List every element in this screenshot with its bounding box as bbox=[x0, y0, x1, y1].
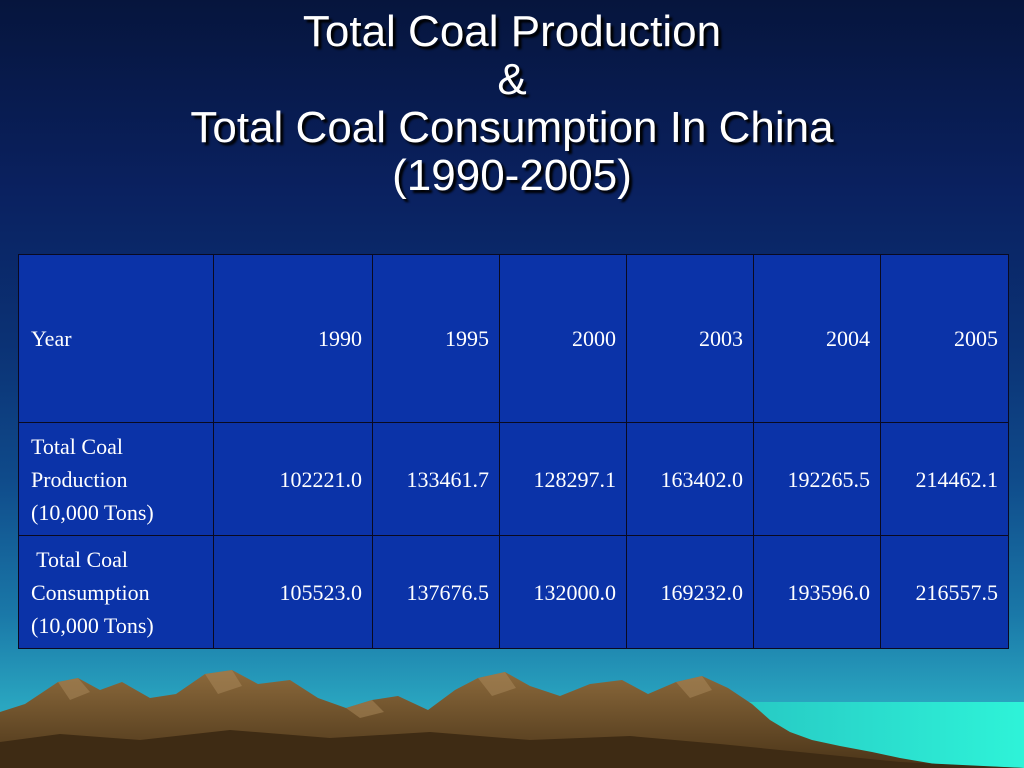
value-cell: 192265.5 bbox=[753, 422, 881, 536]
table-row-production: Total Coal Production (10,000 Tons) 1022… bbox=[18, 422, 1009, 536]
year-cell: 1995 bbox=[372, 254, 500, 423]
value-cell: 102221.0 bbox=[213, 422, 373, 536]
year-cell: 1990 bbox=[213, 254, 373, 423]
label-line: Total Coal bbox=[31, 546, 129, 572]
label-line: (10,000 Tons) bbox=[31, 612, 154, 638]
year-cell: 2003 bbox=[626, 254, 754, 423]
slide-title: Total Coal Production & Total Coal Consu… bbox=[0, 8, 1024, 200]
value-cell: 128297.1 bbox=[499, 422, 627, 536]
coal-data-table: Year 1990 1995 2000 2003 2004 2005 Total… bbox=[18, 254, 1009, 649]
table-row-year: Year 1990 1995 2000 2003 2004 2005 bbox=[18, 254, 1009, 423]
value-cell: 214462.1 bbox=[880, 422, 1009, 536]
table-row-consumption: Total Coal Consumption (10,000 Tons) 105… bbox=[18, 535, 1009, 649]
value-cell: 132000.0 bbox=[499, 535, 627, 649]
year-cell: 2004 bbox=[753, 254, 881, 423]
year-cell: 2000 bbox=[499, 254, 627, 423]
value-cell: 163402.0 bbox=[626, 422, 754, 536]
label-line: Total Coal bbox=[31, 433, 123, 459]
year-label-cell: Year bbox=[18, 254, 214, 423]
title-line-1: Total Coal Production bbox=[302, 7, 722, 56]
title-line-2: & bbox=[497, 55, 527, 104]
value-cell: 216557.5 bbox=[880, 535, 1009, 649]
production-label-cell: Total Coal Production (10,000 Tons) bbox=[18, 422, 214, 536]
label-line: Consumption bbox=[31, 579, 150, 605]
mountain-ridge-highlights bbox=[58, 670, 712, 718]
consumption-label-cell: Total Coal Consumption (10,000 Tons) bbox=[18, 535, 214, 649]
year-cell: 2005 bbox=[880, 254, 1009, 423]
title-line-3: Total Coal Consumption In China bbox=[190, 103, 834, 152]
label-line: Production bbox=[31, 466, 128, 492]
label-line: (10,000 Tons) bbox=[31, 499, 154, 525]
value-cell: 169232.0 bbox=[626, 535, 754, 649]
value-cell: 133461.7 bbox=[372, 422, 500, 536]
value-cell: 105523.0 bbox=[213, 535, 373, 649]
mountain-foreground bbox=[0, 730, 1024, 768]
value-cell: 137676.5 bbox=[372, 535, 500, 649]
mountain-landscape-image bbox=[0, 670, 1024, 768]
value-cell: 193596.0 bbox=[753, 535, 881, 649]
title-line-4: (1990-2005) bbox=[392, 151, 632, 200]
